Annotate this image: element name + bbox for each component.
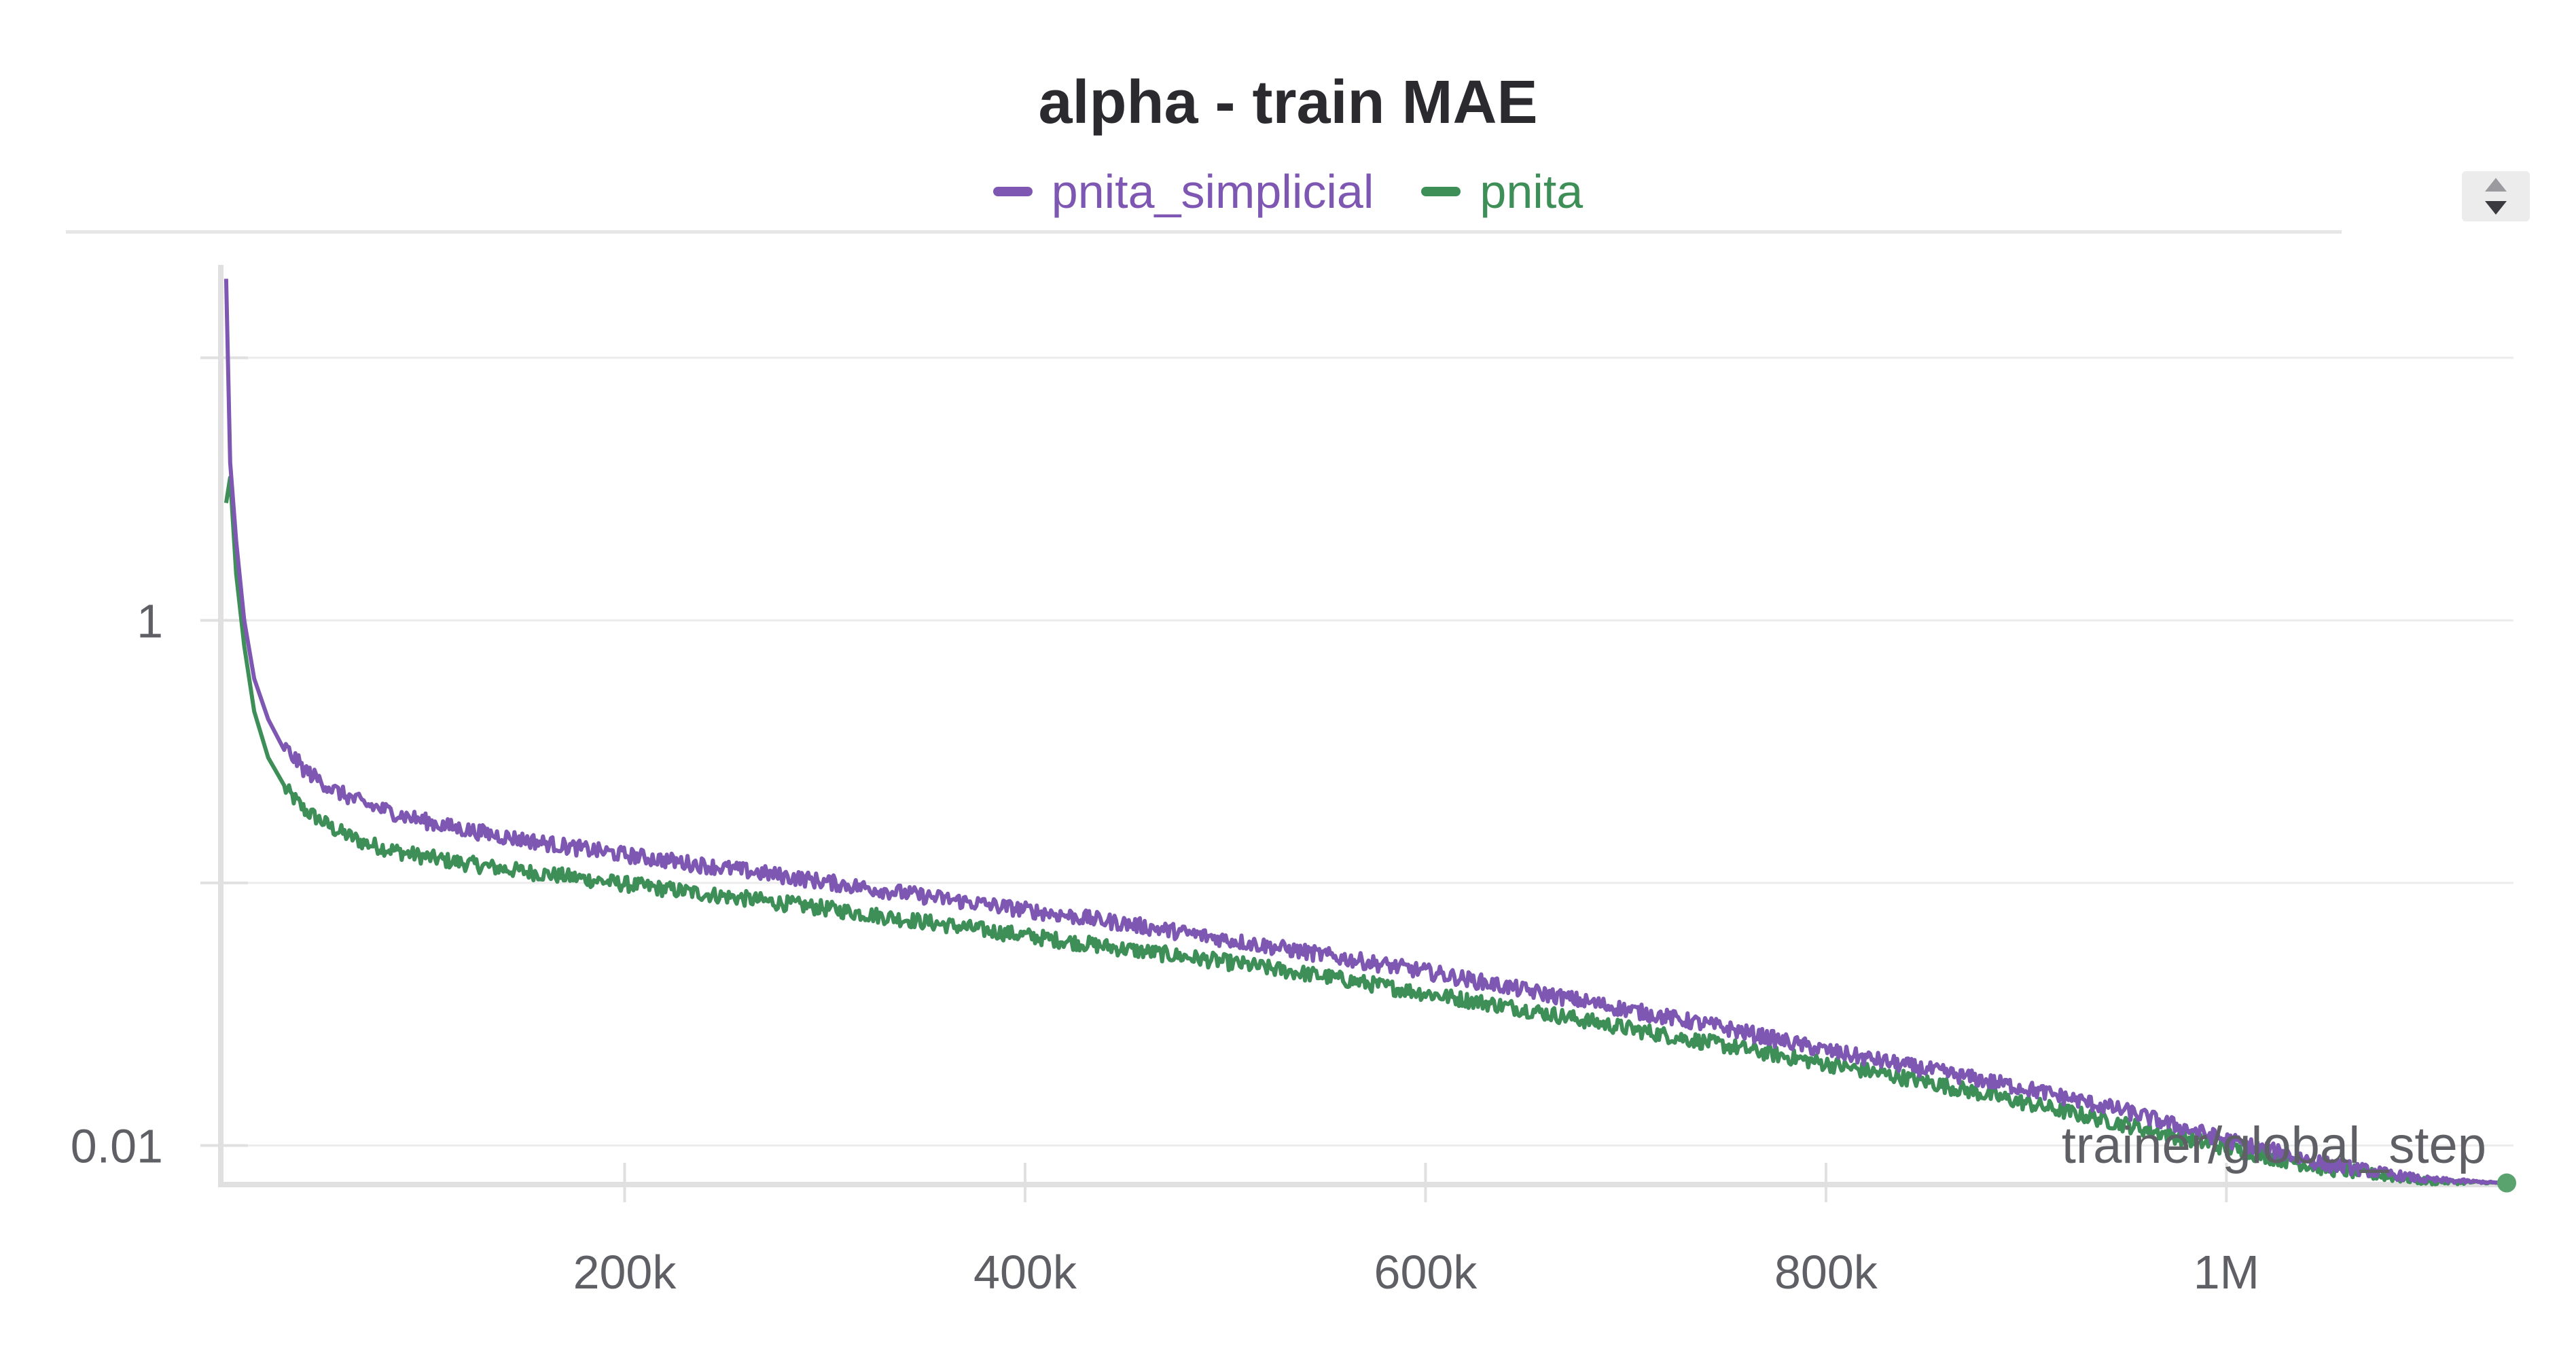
legend-swatch-pnita (1421, 187, 1461, 196)
x-tick-label: 800k (1774, 1246, 1878, 1299)
series-end-marker (2497, 1173, 2516, 1193)
x-tick-label: 600k (1374, 1246, 1478, 1299)
x-tick-label: 200k (573, 1246, 677, 1299)
axes (218, 265, 2507, 1187)
legend-label-pnita: pnita (1480, 165, 1584, 218)
legend-scroll-control[interactable] (2462, 171, 2530, 221)
x-tick-label: 1M (2194, 1246, 2259, 1299)
legend: pnita_simplicial pnita (0, 164, 2576, 219)
ticks: 0.01 1 200k 400k 600k 800k 1M (71, 356, 2259, 1299)
y-tick-label: 1 (137, 594, 163, 647)
series-line-pnita[interactable] (223, 475, 2507, 1187)
legend-item-pnita-simplicial[interactable]: pnita_simplicial (992, 164, 1374, 219)
legend-divider (66, 230, 2342, 234)
legend-label-pnita-simplicial: pnita_simplicial (1051, 165, 1374, 218)
up-down-arrows-icon (2485, 178, 2507, 215)
grid-lines (224, 357, 2514, 1147)
legend-swatch-pnita-simplicial (992, 187, 1033, 196)
y-tick-label: 0.01 (71, 1119, 163, 1172)
series-line-pnita-simplicial[interactable] (223, 278, 2507, 1185)
legend-item-pnita[interactable]: pnita (1421, 164, 1583, 219)
x-axis-title: trainer/global_step (2062, 1117, 2486, 1174)
series-lines (223, 278, 2516, 1193)
x-tick-label: 400k (973, 1246, 1077, 1299)
chart-title: alpha - train MAE (1038, 69, 1538, 137)
